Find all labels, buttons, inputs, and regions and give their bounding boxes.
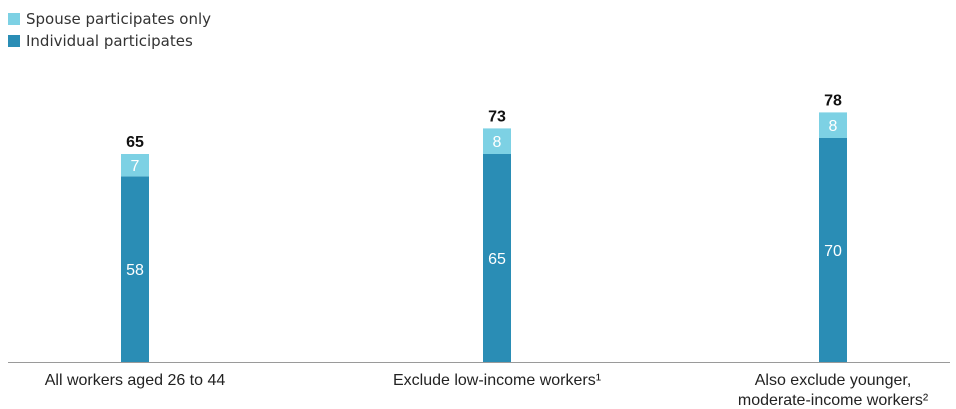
- legend-item-spouse: Spouse participates only: [8, 8, 211, 30]
- total-label-1: 73: [488, 108, 506, 125]
- category-label-1: Exclude low-income workers¹: [393, 372, 601, 389]
- bar-spouse-1: [483, 128, 511, 154]
- legend: Spouse participates only Individual part…: [8, 8, 211, 52]
- category-label-0: All workers aged 26 to 44: [45, 372, 226, 389]
- legend-swatch-individual: [8, 35, 20, 47]
- bar-spouse-2: [819, 112, 847, 138]
- category-label-2-line-0: Also exclude younger,: [755, 372, 912, 389]
- total-label-2: 78: [824, 92, 842, 109]
- legend-item-individual: Individual participates: [8, 30, 211, 52]
- total-label-0: 65: [126, 134, 144, 151]
- legend-label-spouse: Spouse participates only: [26, 10, 212, 28]
- bar-individual-1: [483, 154, 511, 362]
- legend-swatch-spouse: [8, 13, 20, 25]
- data-label-spouse-1: 8: [493, 134, 502, 151]
- data-label-individual-2: 70: [824, 243, 842, 260]
- data-label-spouse-2: 8: [829, 118, 838, 135]
- data-label-individual-0: 58: [126, 262, 144, 279]
- data-label-spouse-0: 7: [131, 158, 140, 175]
- bar-individual-0: [121, 176, 149, 362]
- legend-label-individual: Individual participates: [26, 32, 193, 50]
- category-label-2-line-1: moderate-income workers²: [738, 392, 929, 409]
- bar-individual-2: [819, 138, 847, 362]
- data-label-individual-1: 65: [488, 251, 506, 268]
- bar-spouse-0: [121, 154, 149, 177]
